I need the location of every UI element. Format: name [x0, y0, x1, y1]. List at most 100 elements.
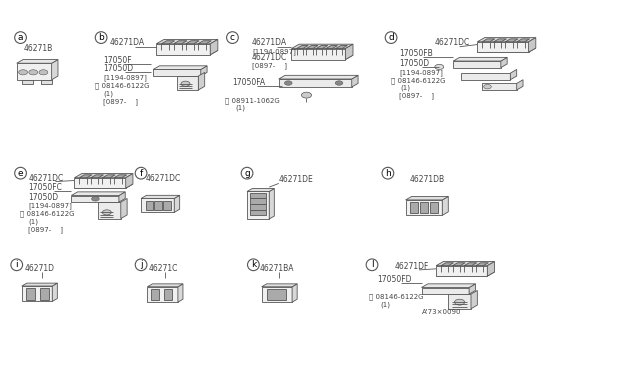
Text: Ⓢ 08146-6122G: Ⓢ 08146-6122G: [369, 294, 424, 300]
Bar: [250, 198, 266, 204]
Polygon shape: [346, 44, 353, 60]
Text: 17050FD: 17050FD: [377, 275, 412, 284]
Circle shape: [102, 210, 111, 215]
Text: 17050FB: 17050FB: [399, 49, 433, 58]
Text: j: j: [140, 260, 142, 269]
Circle shape: [454, 299, 465, 305]
Polygon shape: [516, 80, 523, 90]
Text: Ⓢ 08146-6122G: Ⓢ 08146-6122G: [391, 77, 445, 84]
Polygon shape: [494, 39, 506, 42]
Polygon shape: [125, 174, 133, 188]
Bar: [420, 202, 428, 213]
Bar: [250, 204, 266, 209]
Text: 46271DC: 46271DC: [28, 174, 63, 183]
Text: 17050D: 17050D: [28, 193, 58, 202]
Circle shape: [284, 81, 292, 85]
Text: l: l: [371, 260, 373, 269]
Polygon shape: [147, 287, 178, 302]
Polygon shape: [262, 287, 292, 302]
Circle shape: [29, 70, 38, 75]
Polygon shape: [22, 286, 52, 301]
Polygon shape: [441, 263, 454, 266]
Polygon shape: [482, 83, 516, 90]
Polygon shape: [296, 45, 308, 49]
Polygon shape: [326, 45, 337, 49]
Polygon shape: [477, 38, 536, 42]
Polygon shape: [153, 66, 207, 70]
Polygon shape: [291, 44, 353, 49]
Text: d: d: [388, 33, 394, 42]
Polygon shape: [269, 189, 275, 219]
Polygon shape: [453, 61, 501, 68]
Polygon shape: [406, 196, 448, 200]
Polygon shape: [156, 51, 218, 55]
Bar: [22, 80, 33, 84]
Polygon shape: [453, 57, 507, 61]
Polygon shape: [517, 39, 529, 42]
Polygon shape: [279, 79, 352, 87]
Bar: [41, 80, 52, 84]
Polygon shape: [506, 39, 518, 42]
Polygon shape: [102, 175, 115, 178]
Bar: [40, 288, 49, 299]
Text: b: b: [99, 33, 104, 42]
Text: [1194-0897]: [1194-0897]: [252, 48, 296, 55]
Circle shape: [39, 70, 48, 75]
Circle shape: [19, 70, 28, 75]
Text: (1): (1): [236, 105, 246, 111]
Text: f: f: [140, 169, 143, 178]
Text: [0897-    ]: [0897- ]: [399, 92, 435, 99]
Text: [0897-    ]: [0897- ]: [252, 63, 287, 70]
Polygon shape: [477, 48, 536, 52]
Text: k: k: [251, 260, 256, 269]
Polygon shape: [91, 175, 104, 178]
Polygon shape: [211, 39, 218, 55]
Polygon shape: [198, 41, 211, 44]
Polygon shape: [529, 38, 536, 52]
Bar: [164, 289, 172, 300]
Circle shape: [92, 197, 99, 201]
Text: 46271DC: 46271DC: [252, 53, 287, 62]
Text: 46271C: 46271C: [148, 264, 178, 273]
Polygon shape: [436, 272, 495, 276]
Bar: [154, 201, 162, 210]
Text: 17050FC: 17050FC: [28, 183, 62, 192]
Polygon shape: [201, 66, 207, 76]
Polygon shape: [352, 76, 358, 87]
Circle shape: [301, 92, 312, 98]
Polygon shape: [17, 60, 58, 63]
Polygon shape: [141, 198, 174, 212]
Polygon shape: [198, 73, 205, 90]
Polygon shape: [291, 49, 346, 60]
Bar: [267, 289, 285, 300]
Polygon shape: [262, 284, 297, 287]
Text: i: i: [15, 260, 18, 269]
Text: 46271DA: 46271DA: [109, 38, 145, 48]
Bar: [26, 288, 35, 299]
Text: a: a: [18, 33, 23, 42]
Polygon shape: [174, 195, 180, 212]
Polygon shape: [436, 266, 487, 276]
Polygon shape: [98, 202, 121, 219]
Circle shape: [484, 84, 492, 89]
Polygon shape: [477, 42, 529, 52]
Polygon shape: [422, 284, 476, 288]
Polygon shape: [452, 263, 465, 266]
Polygon shape: [71, 192, 125, 196]
Polygon shape: [471, 291, 477, 309]
Polygon shape: [74, 178, 125, 188]
Text: (1): (1): [380, 302, 390, 308]
Polygon shape: [147, 284, 183, 287]
Bar: [145, 201, 153, 210]
Text: (1): (1): [103, 90, 113, 97]
Polygon shape: [17, 63, 52, 80]
Polygon shape: [52, 283, 58, 301]
Text: 46271DB: 46271DB: [410, 175, 445, 184]
Text: Ⓝ 08911-1062G: Ⓝ 08911-1062G: [225, 97, 280, 103]
Text: (1): (1): [28, 218, 38, 225]
Polygon shape: [316, 45, 328, 49]
Polygon shape: [442, 196, 448, 215]
Circle shape: [435, 64, 444, 70]
Polygon shape: [448, 294, 471, 309]
Text: 46271D: 46271D: [25, 264, 55, 273]
